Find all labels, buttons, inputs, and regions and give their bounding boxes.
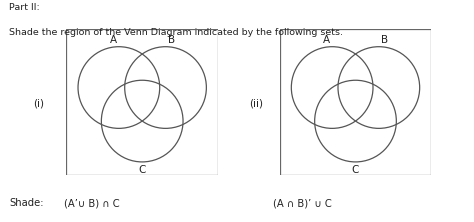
- Text: A: A: [323, 35, 330, 45]
- Text: C: C: [138, 165, 146, 175]
- Text: Shade the region of the Venn Diagram indicated by the following sets.: Shade the region of the Venn Diagram ind…: [9, 28, 344, 37]
- Text: C: C: [352, 165, 359, 175]
- Text: A: A: [109, 35, 117, 45]
- Text: B: B: [168, 35, 175, 45]
- Text: Part II:: Part II:: [9, 3, 40, 12]
- Text: (ii): (ii): [249, 98, 263, 108]
- Text: (i): (i): [33, 98, 44, 108]
- Text: B: B: [381, 35, 388, 45]
- Text: Shade:: Shade:: [9, 198, 44, 208]
- Text: (A’∪ B) ∩ C: (A’∪ B) ∩ C: [64, 198, 119, 208]
- Text: (A ∩ B)’ ∪ C: (A ∩ B)’ ∪ C: [273, 198, 331, 208]
